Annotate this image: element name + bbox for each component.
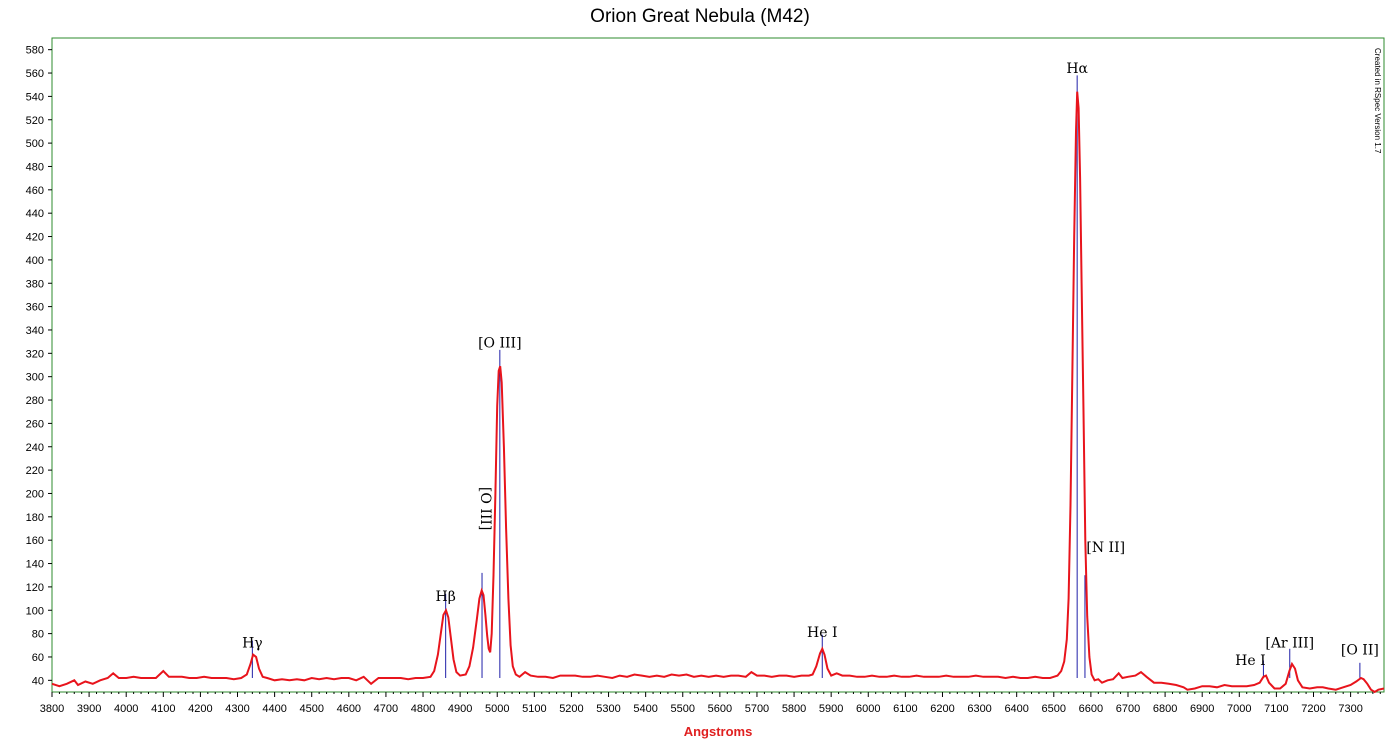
- x-tick-label: 5100: [522, 703, 546, 715]
- x-tick-label: 6300: [967, 703, 991, 715]
- x-tick-label: 5400: [633, 703, 657, 715]
- x-tick-label: 6900: [1190, 703, 1214, 715]
- x-tick-label: 4200: [188, 703, 212, 715]
- y-tick-label: 460: [26, 185, 44, 197]
- x-tick-label: 7100: [1264, 703, 1288, 715]
- y-tick-label: 40: [32, 675, 44, 687]
- spectrum-series-line: [51, 91, 1385, 694]
- emission-line-label: Hα: [1066, 61, 1088, 77]
- emission-line-label: [Ar III]: [1265, 636, 1314, 652]
- x-tick-label: 5000: [485, 703, 509, 715]
- line-markers: [251, 75, 1361, 678]
- y-tick-label: 240: [26, 442, 44, 454]
- y-tick-label: 340: [26, 325, 44, 337]
- y-tick-label: 440: [26, 208, 44, 220]
- x-tick-label: 6200: [930, 703, 954, 715]
- y-axis: 40 60 80 100 120 140 160 180 200 220 240 260 280 300 3…: [26, 45, 52, 687]
- y-tick-label: 80: [32, 629, 44, 641]
- chart-title: Orion Great Nebula (M42): [590, 6, 810, 27]
- x-tick-label: 6600: [1079, 703, 1103, 715]
- plot-frame: [51, 37, 1385, 693]
- y-tick-label: 360: [26, 302, 44, 314]
- x-tick-label: 4900: [448, 703, 472, 715]
- y-tick-label: 400: [26, 255, 44, 267]
- y-tick-label: 580: [26, 45, 44, 57]
- y-tick-label: 500: [26, 138, 44, 150]
- y-tick-label: 420: [26, 232, 44, 244]
- x-tick-label: 4800: [411, 703, 435, 715]
- x-tick-label: 6500: [1042, 703, 1066, 715]
- emission-line-label: [O III]: [477, 487, 493, 530]
- y-tick-label: 60: [32, 652, 44, 664]
- x-tick-label: 7200: [1301, 703, 1325, 715]
- emission-line-label: He I: [1235, 653, 1265, 669]
- x-tick-label: 3800: [40, 703, 64, 715]
- x-tick-label: 7300: [1338, 703, 1362, 715]
- y-tick-label: 520: [26, 115, 44, 127]
- x-tick-label: 4000: [114, 703, 138, 715]
- y-tick-label: 540: [26, 91, 44, 103]
- y-tick-label: 180: [26, 512, 44, 524]
- emission-line-label: Hγ: [242, 636, 263, 652]
- x-tick-label: 4500: [299, 703, 323, 715]
- x-tick-label: 5600: [708, 703, 732, 715]
- emission-line-label: [N II]: [1086, 540, 1125, 556]
- x-tick-label: 5500: [671, 703, 695, 715]
- x-tick-label: 4400: [262, 703, 286, 715]
- x-tick-label: 6400: [1004, 703, 1028, 715]
- x-tick-label: 7000: [1227, 703, 1251, 715]
- emission-line-label: Hβ: [436, 589, 456, 605]
- x-tick-label: 4700: [374, 703, 398, 715]
- x-tick-label: 5200: [559, 703, 583, 715]
- y-tick-label: 160: [26, 535, 44, 547]
- x-tick-label: 3900: [77, 703, 101, 715]
- emission-line-label: [O III]: [478, 335, 521, 351]
- y-tick-label: 140: [26, 559, 44, 571]
- y-tick-label: 260: [26, 418, 44, 430]
- x-axis-label: Angstroms: [684, 724, 753, 739]
- x-tick-label: 6100: [893, 703, 917, 715]
- y-tick-label: 200: [26, 488, 44, 500]
- x-tick-label: 5900: [819, 703, 843, 715]
- y-tick-label: 560: [26, 68, 44, 80]
- watermark-text: Created in RSpec Version 1.7: [1373, 48, 1382, 154]
- y-tick-label: 320: [26, 348, 44, 360]
- y-tick-label: 300: [26, 372, 44, 384]
- x-tick-label: 6800: [1153, 703, 1177, 715]
- y-tick-label: 220: [26, 465, 44, 477]
- x-tick-label: 4600: [337, 703, 361, 715]
- y-tick-label: 480: [26, 161, 44, 173]
- x-tick-label: 5300: [596, 703, 620, 715]
- y-tick-label: 100: [26, 605, 44, 617]
- emission-line-label: He I: [807, 625, 837, 641]
- y-tick-label: 380: [26, 278, 44, 290]
- x-tick-label: 6000: [856, 703, 880, 715]
- emission-line-label: [O II]: [1341, 643, 1379, 659]
- y-tick-label: 120: [26, 582, 44, 594]
- x-tick-label: 5800: [782, 703, 806, 715]
- x-tick-label: 4300: [225, 703, 249, 715]
- x-tick-label: 4100: [151, 703, 175, 715]
- x-tick-label: 5700: [745, 703, 769, 715]
- x-tick-label: 6700: [1116, 703, 1140, 715]
- y-tick-label: 280: [26, 395, 44, 407]
- x-axis: 3800 3900 4000 4100 4200 4300 4400 4500 4600 4700…: [40, 692, 1381, 715]
